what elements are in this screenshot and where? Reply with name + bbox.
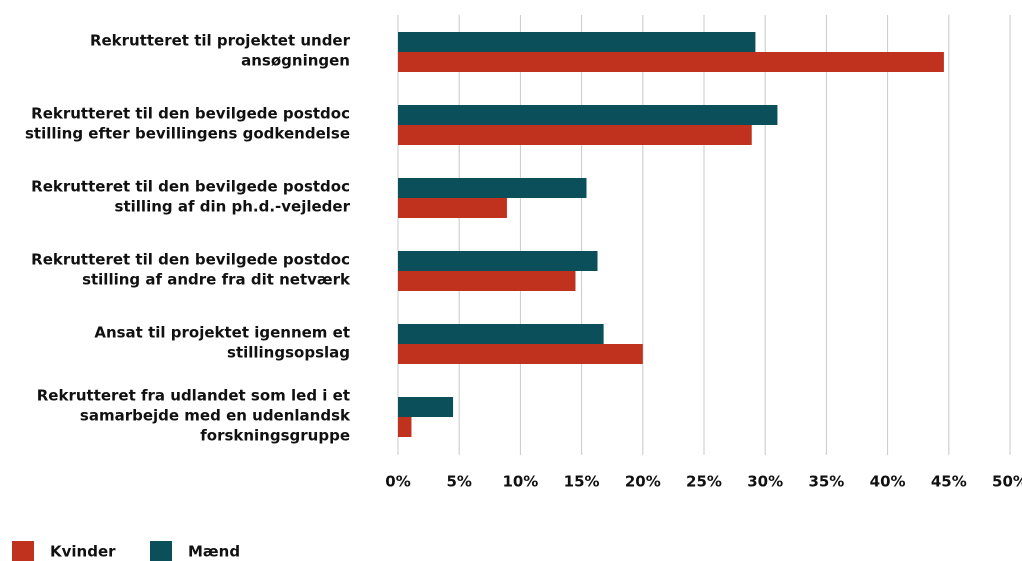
category-label: forskningsgruppe (200, 427, 350, 445)
bar (398, 105, 778, 125)
x-tick-label: 30% (747, 473, 783, 491)
bar (398, 198, 507, 218)
legend-label: Kvinder (50, 543, 116, 561)
x-tick-label: 35% (808, 473, 844, 491)
category-label: stillingsopslag (227, 344, 350, 362)
category-label: samarbejde med en udenlandsk (80, 407, 351, 425)
category-label: Rekrutteret til projektet under (90, 32, 351, 50)
bar (398, 397, 454, 417)
x-tick-label: 40% (870, 473, 906, 491)
category-label: stilling af andre fra dit netværk (82, 271, 351, 289)
category-label: Rekrutteret til den bevilgede postdoc (31, 178, 350, 196)
legend-label: Mænd (188, 543, 240, 561)
x-tick-label: 50% (992, 473, 1022, 491)
category-label: Ansat til projektet igennem et (94, 324, 350, 342)
x-tick-label: 25% (686, 473, 722, 491)
legend-swatch (150, 541, 172, 561)
bar (398, 52, 944, 72)
bar (398, 32, 756, 52)
category-label: stilling af din ph.d.-vejleder (115, 198, 351, 216)
bar (398, 271, 576, 291)
bar (398, 178, 587, 198)
bar (398, 344, 643, 364)
bar (398, 417, 412, 437)
category-label: Rekrutteret til den bevilgede postdoc (31, 105, 350, 123)
x-tick-label: 20% (625, 473, 661, 491)
x-tick-label: 15% (564, 473, 600, 491)
x-tick-label: 5% (446, 473, 471, 491)
x-tick-label: 45% (931, 473, 967, 491)
bar (398, 251, 598, 271)
legend-swatch (12, 541, 34, 561)
category-label: Rekrutteret til den bevilgede postdoc (31, 251, 350, 269)
category-label: stilling efter bevillingens godkendelse (25, 125, 350, 143)
x-tick-label: 0% (385, 473, 410, 491)
bar (398, 125, 752, 145)
category-label: Rekrutteret fra udlandet som led i et (37, 387, 350, 405)
category-label: ansøgningen (241, 52, 350, 70)
bar (398, 324, 604, 344)
x-tick-label: 10% (502, 473, 538, 491)
